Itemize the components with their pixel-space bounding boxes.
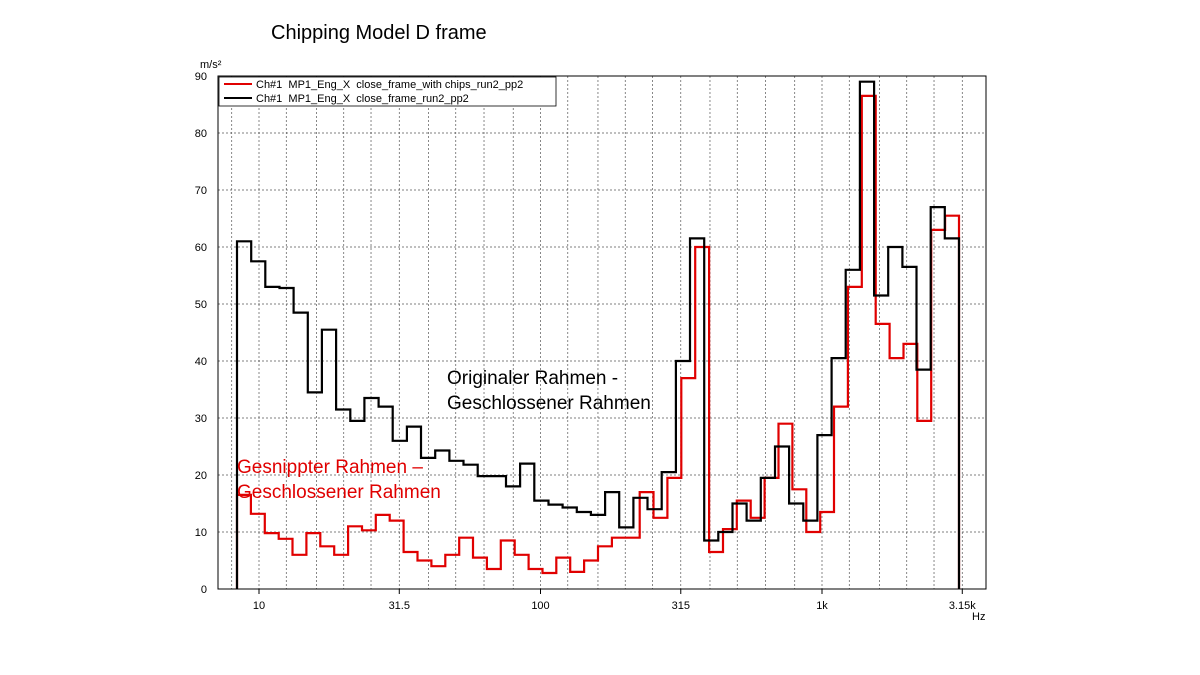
annotation-original-line2: Geschlossener Rahmen: [447, 393, 651, 414]
x-tick-label: 10: [253, 600, 265, 612]
series-layer: [235, 80, 961, 589]
legend: Ch#1 MP1_Eng_X close_frame_with chips_ru…: [218, 76, 557, 107]
legend-box: [218, 76, 557, 107]
annotation-original-frame: Originaler Rahmen - Geschlossener Rahmen: [447, 366, 651, 416]
x-tick-label: 1k: [816, 600, 828, 612]
x-tick-label: 315: [672, 600, 690, 612]
grid-layer: [218, 76, 986, 589]
legend-entry-red: Ch#1 MP1_Eng_X close_frame_with chips_ru…: [256, 79, 523, 91]
y-tick-label: 50: [195, 299, 207, 311]
slide-title: Chipping Model D frame: [271, 22, 487, 44]
series-line-red: [235, 94, 961, 589]
y-tick-label: 40: [195, 356, 207, 368]
annotation-chipped-line2: Geschlossener Rahmen: [237, 482, 441, 503]
plot-frame: [217, 75, 987, 590]
x-tick-label: 3.15k: [949, 600, 976, 612]
x-tick-label: 31.5: [389, 600, 410, 612]
legend-entry-black: Ch#1 MP1_Eng_X close_frame_run2_pp2: [256, 93, 469, 105]
annotation-chipped-line1: Gesnippter Rahmen –: [237, 457, 423, 478]
axis-layer: 0 10 20 30 40 50 60 70 80 90 10 31.5 100 315 1k 3.15k: [195, 71, 976, 612]
y-tick-label: 90: [195, 71, 207, 83]
y-axis-unit: m/s²: [200, 59, 222, 71]
y-tick-label: 0: [201, 584, 207, 596]
x-axis-unit: Hz: [972, 611, 985, 623]
y-tick-label: 70: [195, 185, 207, 197]
y-tick-label: 60: [195, 242, 207, 254]
series-line-black: [235, 80, 961, 589]
y-tick-label: 20: [195, 470, 207, 482]
annotation-chipped-frame: Gesnippter Rahmen – Geschlossener Rahmen: [237, 455, 441, 505]
annotation-original-line1: Originaler Rahmen -: [447, 368, 619, 389]
x-tick-label: 100: [531, 600, 549, 612]
y-tick-label: 30: [195, 413, 207, 425]
y-tick-label: 10: [195, 527, 207, 539]
y-tick-label: 80: [195, 128, 207, 140]
